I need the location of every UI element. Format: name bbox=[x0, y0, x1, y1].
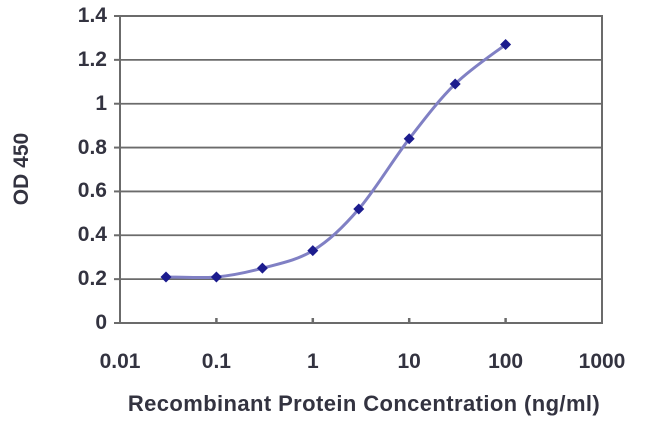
y-axis-title: OD 450 bbox=[10, 132, 33, 206]
x-tick-label: 1 bbox=[306, 350, 319, 373]
x-axis-title: Recombinant Protein Concentration (ng/ml… bbox=[127, 391, 601, 416]
data-point-marker bbox=[403, 133, 415, 145]
x-tick-label: 100 bbox=[488, 350, 524, 373]
y-tick-label: 0.8 bbox=[77, 135, 107, 159]
y-tick-label: 0.2 bbox=[77, 267, 107, 291]
x-tick-label: 10 bbox=[397, 350, 421, 373]
data-point-marker bbox=[449, 78, 461, 90]
y-tick-label: 1.4 bbox=[77, 4, 107, 27]
x-tick-label: 0.1 bbox=[201, 350, 231, 373]
y-tick-label: 1 bbox=[95, 91, 107, 115]
plot-border bbox=[119, 15, 603, 324]
x-tick-label: 0.01 bbox=[99, 350, 141, 373]
y-tick-label: 0 bbox=[95, 311, 107, 334]
y-tick-label: 1.2 bbox=[77, 47, 107, 71]
data-point-marker bbox=[210, 271, 222, 283]
y-tick-label: 0.4 bbox=[77, 223, 107, 247]
x-tick-label: 1000 bbox=[578, 350, 626, 373]
y-tick-label: 0.6 bbox=[77, 179, 107, 203]
data-point-marker bbox=[256, 262, 268, 274]
data-point-marker bbox=[307, 245, 319, 257]
data-point-marker bbox=[160, 271, 172, 283]
data-point-marker bbox=[353, 203, 365, 215]
data-point-marker bbox=[500, 39, 512, 51]
